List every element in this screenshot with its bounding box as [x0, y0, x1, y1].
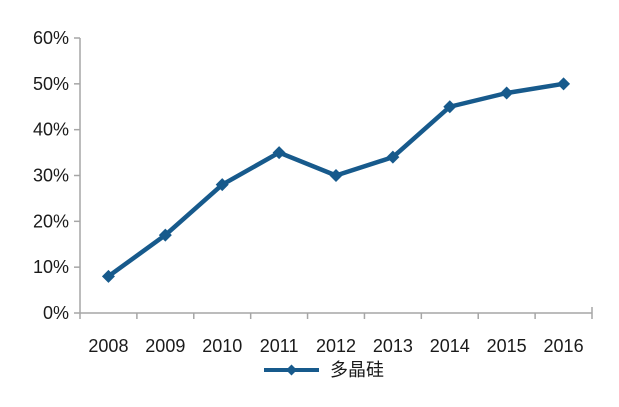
x-tick-label: 2009: [145, 336, 185, 356]
x-tick-label: 2012: [316, 336, 356, 356]
x-tick-label: 2014: [430, 336, 470, 356]
data-point-marker: [329, 169, 343, 182]
legend-label: 多晶硅: [330, 360, 384, 380]
y-tick-label: 40%: [33, 120, 69, 140]
x-tick-label: 2016: [544, 336, 584, 356]
data-point-marker: [101, 269, 115, 283]
data-point-marker: [158, 228, 172, 242]
y-tick-label: 50%: [33, 74, 69, 94]
y-tick-label: 0%: [43, 303, 69, 323]
data-point-marker: [272, 146, 286, 160]
y-tick-label: 60%: [33, 28, 69, 48]
x-tick-label: 2011: [260, 336, 299, 356]
data-point-marker: [215, 178, 229, 192]
data-point-marker: [443, 100, 457, 114]
x-tick-label: 2008: [88, 336, 128, 356]
y-tick-label: 30%: [33, 166, 69, 186]
data-point-marker: [386, 150, 400, 164]
data-point-marker: [557, 77, 571, 91]
y-tick-label: 10%: [33, 257, 69, 277]
x-tick-label: 2015: [487, 336, 527, 356]
legend-marker: [286, 364, 297, 376]
y-tick-label: 20%: [33, 211, 69, 231]
x-tick-label: 2010: [202, 336, 242, 356]
x-tick-label: 2013: [373, 336, 413, 356]
data-point-marker: [500, 86, 514, 100]
